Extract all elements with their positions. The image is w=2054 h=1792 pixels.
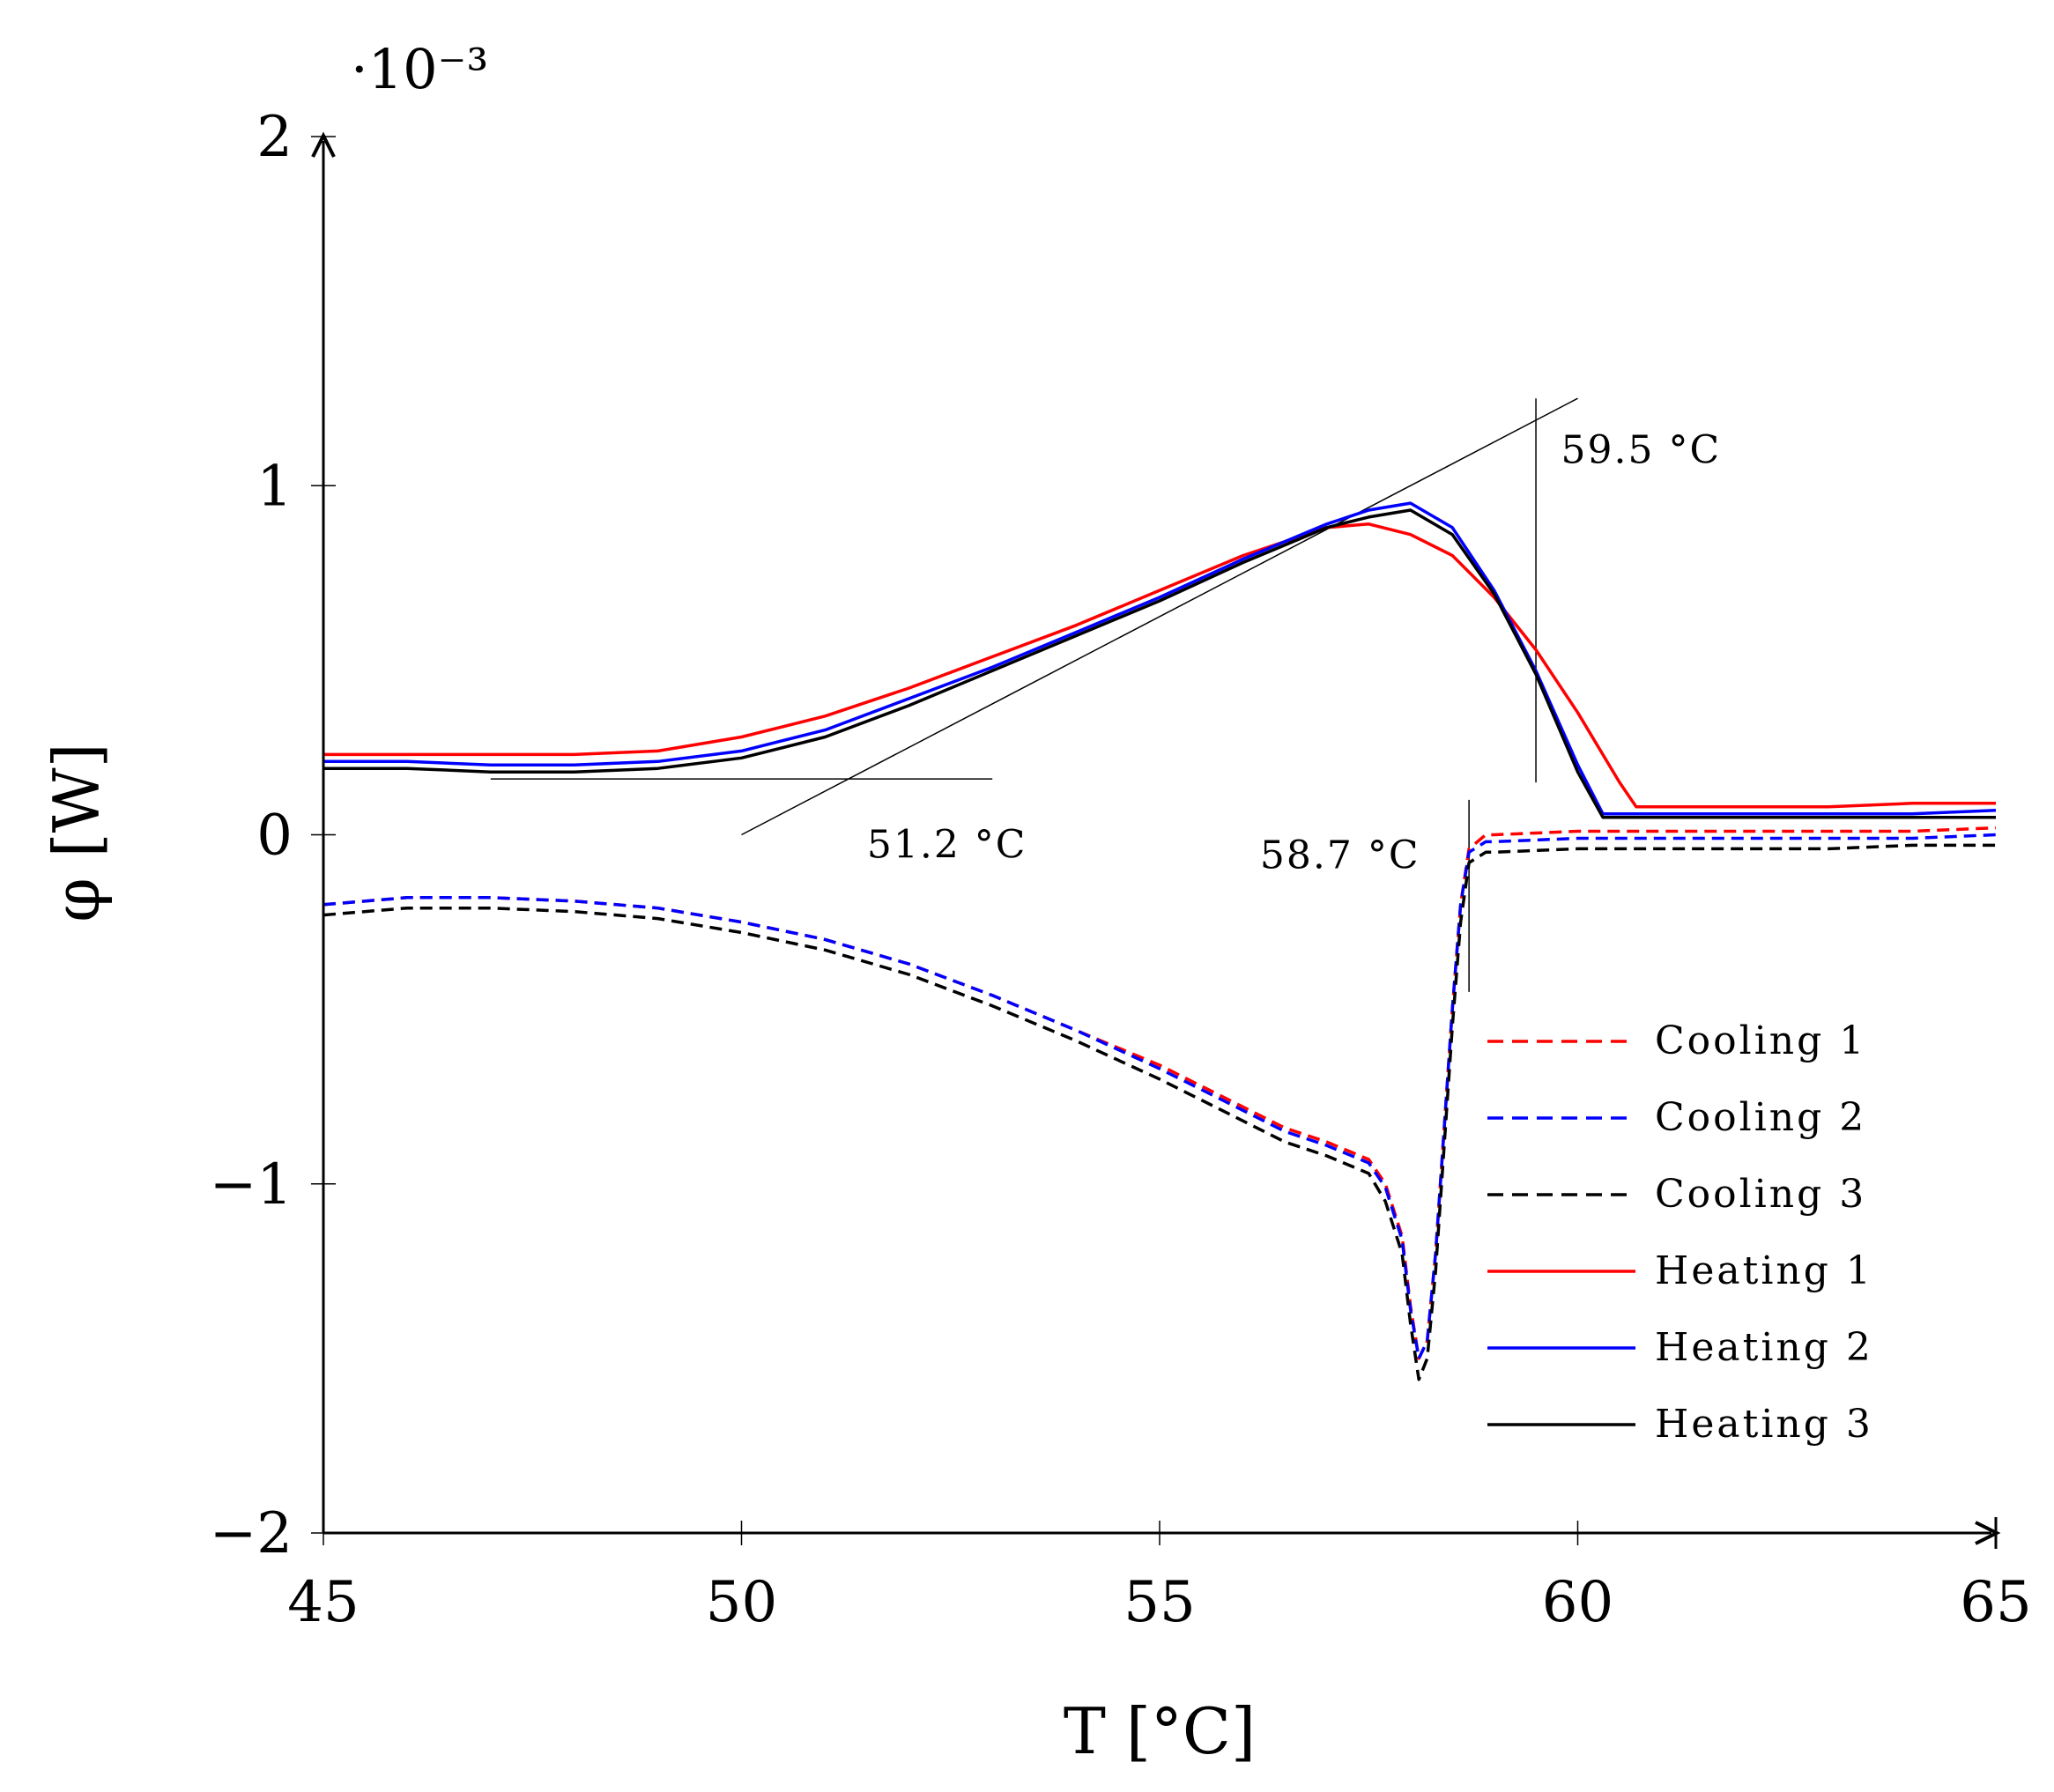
legend: Cooling 1 Cooling 2 Cooling 3 Heating 1 Heat… bbox=[1487, 1018, 1873, 1447]
legend-label: Heating 3 bbox=[1655, 1402, 1873, 1447]
x-ticks: 45 50 55 60 65 bbox=[287, 1521, 2032, 1635]
y-exponent-label: ·10⁻³ bbox=[351, 37, 488, 101]
legend-label: Heating 2 bbox=[1655, 1325, 1873, 1370]
y-axis-title: φ [W] bbox=[40, 743, 114, 922]
series-layer bbox=[323, 501, 1997, 1381]
annotation-59-5: 59.5 °C bbox=[1561, 428, 1722, 473]
series-line-heating-3 bbox=[323, 508, 1996, 819]
y-tick-label: 0 bbox=[256, 803, 293, 869]
y-tick-label: −1 bbox=[210, 1152, 293, 1218]
series-line-heating-2 bbox=[323, 501, 1997, 816]
annotations: 51.2 °C 59.5 °C 58.7 °C bbox=[867, 428, 1722, 878]
x-axis-title: T [°C] bbox=[1064, 1694, 1256, 1768]
y-axis-arrow-icon bbox=[311, 131, 336, 158]
x-tick-label: 55 bbox=[1123, 1570, 1195, 1635]
construction-lines bbox=[490, 397, 1578, 992]
x-tick-label: 60 bbox=[1542, 1570, 1613, 1635]
legend-label: Cooling 3 bbox=[1655, 1172, 1866, 1217]
annotation-51-2: 51.2 °C bbox=[867, 822, 1027, 867]
y-tick-label: 2 bbox=[256, 105, 293, 170]
y-tick-label: 1 bbox=[256, 454, 293, 519]
legend-label: Cooling 1 bbox=[1655, 1018, 1866, 1063]
tangent-heating-onset bbox=[741, 397, 1578, 836]
annotation-58-7: 58.7 °C bbox=[1260, 833, 1420, 877]
series-line-cooling-2 bbox=[323, 833, 1997, 1360]
series-line-cooling-3 bbox=[323, 843, 1996, 1381]
legend-label: Cooling 2 bbox=[1655, 1095, 1866, 1140]
y-tick-label: −2 bbox=[210, 1501, 293, 1566]
series-line-heating-1 bbox=[323, 522, 1996, 809]
x-tick-label: 45 bbox=[287, 1570, 359, 1635]
axes bbox=[311, 131, 2001, 1549]
x-tick-label: 65 bbox=[1960, 1570, 2031, 1635]
legend-label: Heating 1 bbox=[1655, 1248, 1873, 1293]
y-ticks: −2 −1 0 1 2 bbox=[210, 105, 336, 1566]
x-tick-label: 50 bbox=[706, 1570, 777, 1635]
